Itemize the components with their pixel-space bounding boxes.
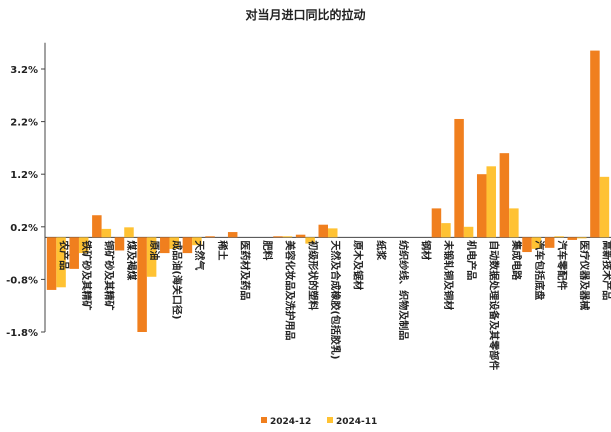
- bar-2024-11: [599, 176, 610, 238]
- bar-2024-12: [92, 215, 102, 238]
- bar-2024-11: [509, 208, 519, 238]
- y-tick-label: 1.2%: [10, 170, 38, 181]
- bar-2024-11: [169, 237, 180, 249]
- x-category-label: 自动数据处理设备及其零部件: [487, 240, 500, 370]
- x-category-label: 纸浆: [374, 240, 387, 261]
- bar-2024-12: [454, 118, 464, 238]
- x-category-label: 农产品: [57, 239, 70, 270]
- bar-2024-11: [328, 228, 338, 238]
- bar-2024-11: [305, 237, 315, 244]
- bars-group: [46, 50, 610, 332]
- x-category-label: 钢材: [420, 240, 433, 260]
- bar-2024-12: [205, 236, 215, 238]
- bar-2024-12: [46, 237, 57, 290]
- y-tick-label: -0.8%: [6, 275, 38, 286]
- x-category-label: 铁矿砂及其精矿: [80, 240, 93, 310]
- x-category-label: 肥料: [261, 240, 274, 260]
- bar-2024-12: [590, 50, 600, 238]
- x-category-label: 原油: [148, 240, 161, 260]
- x-category-label: 机电产品: [465, 240, 478, 280]
- y-tick-label: 2.2%: [10, 118, 38, 129]
- bar-2024-12: [567, 237, 578, 240]
- y-tick-label: 3.2%: [10, 65, 38, 76]
- x-category-label: 未锻轧铜及铜材: [442, 239, 455, 310]
- y-tick-label: -1.8%: [6, 328, 38, 339]
- bar-2024-12: [114, 237, 125, 251]
- chart-title: 对当月进口同比的拉动: [245, 7, 365, 22]
- bar-2024-12: [431, 208, 442, 238]
- x-category-label: 集成电路: [510, 239, 523, 281]
- bar-2024-11: [486, 166, 496, 238]
- legend-swatch: [327, 417, 333, 423]
- bar-2024-12: [499, 153, 510, 238]
- bar-2024-12: [476, 174, 487, 238]
- bar-2024-11: [78, 237, 89, 254]
- x-category-label: 成品油(海关口径): [171, 240, 184, 319]
- bar-2024-12: [227, 232, 238, 238]
- x-axis-labels: 农产品 铁矿砂及其精矿 铜矿砂及其精矿 煤及褐煤 原油 成品油(海关口径) 天然气 稀土 医药材…: [57, 239, 611, 370]
- y-tick-label: 0.2%: [10, 223, 38, 234]
- bar-2024-11: [101, 228, 112, 238]
- legend-label: 2024-11: [336, 417, 377, 427]
- bar-2024-12: [182, 237, 193, 254]
- x-category-label: 原木及锯材: [352, 240, 365, 290]
- bar-2024-12: [544, 237, 555, 248]
- bar-2024-12: [137, 237, 147, 332]
- x-category-label: 稀土: [216, 240, 229, 260]
- legend-swatch: [261, 417, 267, 423]
- bar-2024-12: [318, 224, 328, 238]
- bar-2024-11: [441, 223, 451, 238]
- x-category-label: 煤及褐煤: [125, 240, 138, 280]
- bar-2024-12: [522, 237, 532, 253]
- legend: 2024-12 2024-11: [261, 417, 377, 427]
- bar-2024-12: [69, 237, 79, 269]
- x-category-label: 美容化妆品及洗护用品: [284, 240, 297, 340]
- x-category-label: 医疗仪器及器械: [578, 240, 591, 310]
- bar-2024-11: [577, 237, 587, 239]
- x-category-label: 天然气: [193, 240, 206, 270]
- bar-2024-11: [463, 226, 474, 238]
- bar-2024-11: [554, 236, 564, 238]
- bar-2024-11: [192, 237, 202, 246]
- x-category-label: 汽车零配件: [555, 240, 568, 290]
- bar-2024-11: [146, 237, 157, 277]
- x-category-label: 高新技术产品: [601, 240, 611, 300]
- bar-2024-11: [531, 237, 542, 249]
- bar-2024-12: [160, 237, 170, 254]
- x-category-label: 铜矿砂及其精矿: [103, 240, 116, 310]
- bar-2024-11: [56, 237, 66, 288]
- bar-2024-11: [124, 227, 134, 238]
- bar-2024-12: [295, 234, 306, 238]
- x-category-label: 初级形状的塑料: [306, 240, 319, 310]
- legend-label: 2024-12: [270, 417, 311, 427]
- bar-2024-12: [273, 236, 283, 238]
- x-category-label: 天然及合成橡胶(包括胶乳): [329, 240, 342, 359]
- x-category-label: 汽车包括底盘: [533, 240, 546, 300]
- x-category-label: 医药材及药品: [238, 240, 251, 300]
- bar-2024-11: [282, 236, 293, 238]
- x-category-label: 纺织纱线、织物及制品: [397, 240, 410, 340]
